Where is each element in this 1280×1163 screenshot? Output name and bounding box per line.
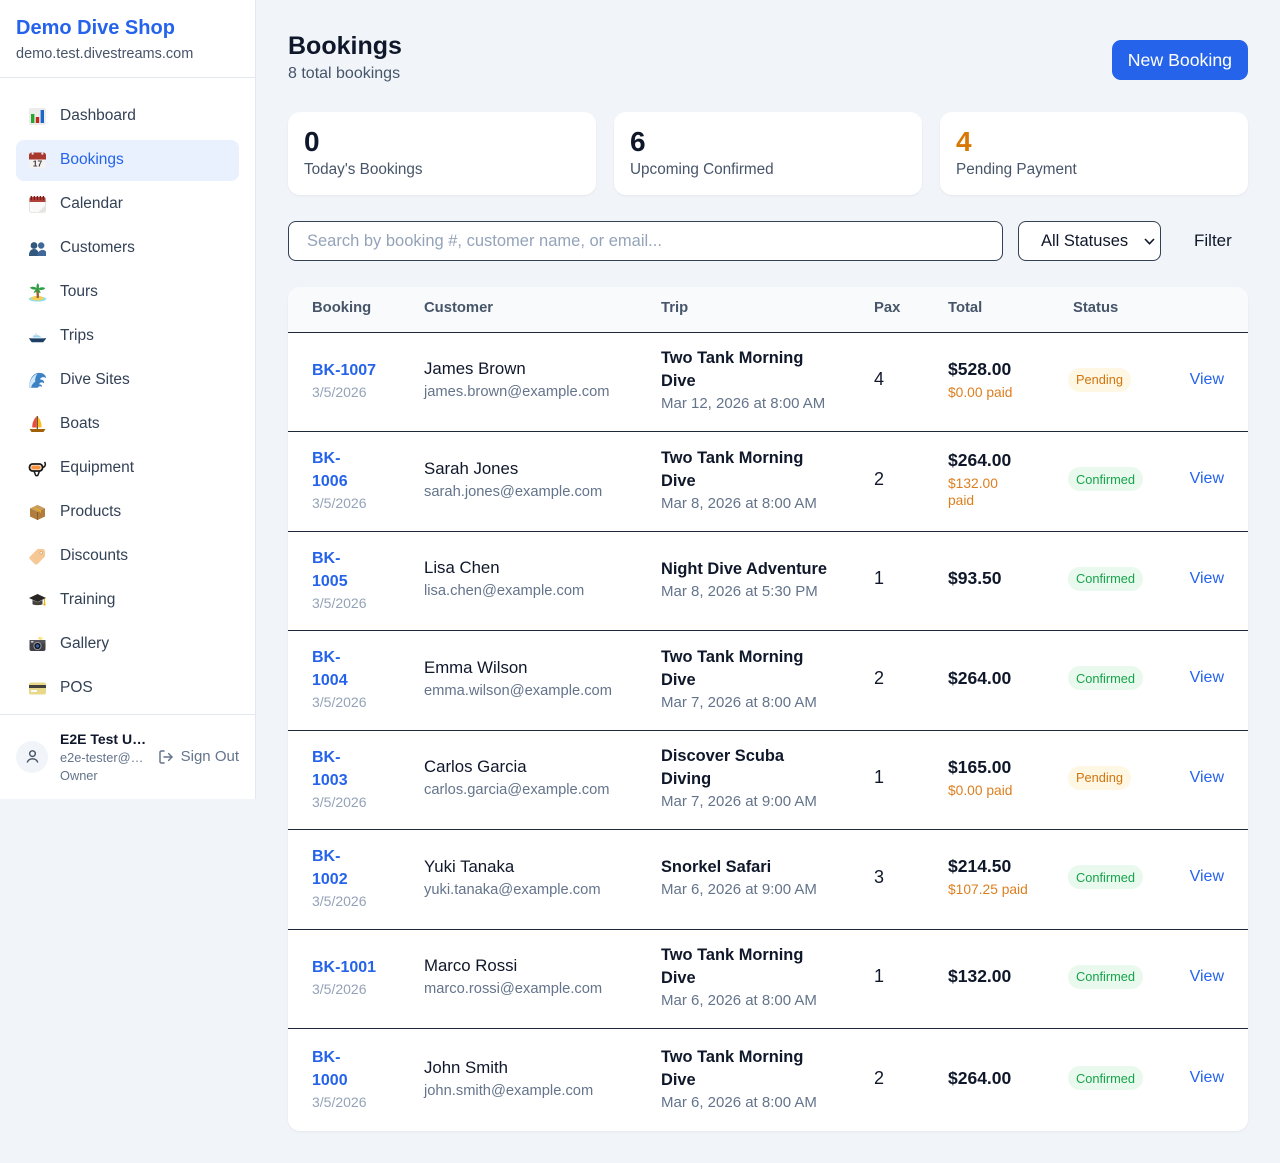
svg-text:17: 17 — [33, 158, 43, 168]
